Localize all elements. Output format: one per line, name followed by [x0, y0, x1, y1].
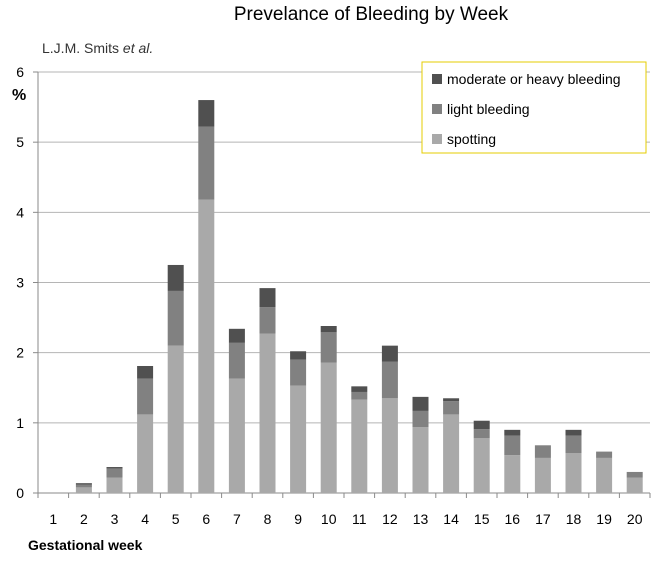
bar-light-bleeding [443, 401, 460, 415]
bar-light-bleeding [504, 435, 521, 456]
bar-light-bleeding [320, 332, 337, 363]
bar-light-bleeding [137, 378, 154, 415]
bar-spotting [75, 487, 92, 493]
chart-attribution: L.J.M. Smits et al. [42, 40, 153, 56]
bar-moderate-or-heavy-bleeding [443, 398, 460, 402]
bar-light-bleeding [596, 451, 613, 458]
legend-label: light bleeding [447, 101, 530, 117]
bar-spotting [534, 457, 551, 493]
bar-light-bleeding [167, 290, 184, 346]
y-axis-label: % [12, 87, 26, 104]
x-axis-ticks: 1 2 3 4 5 6 7 8 9 10 11 12 13 14 15 16 17 18 19 20 [49, 511, 642, 527]
legend-label: moderate or heavy bleeding [447, 71, 621, 87]
legend-swatch [432, 134, 442, 144]
y-tick-label: 1 [16, 415, 24, 431]
bar-light-bleeding [412, 410, 429, 428]
bar-moderate-or-heavy-bleeding [565, 429, 582, 436]
bar-moderate-or-heavy-bleeding [504, 429, 521, 436]
x-tick-label: 10 [321, 511, 337, 527]
y-tick-label: 3 [16, 275, 24, 291]
bar-spotting [443, 414, 460, 493]
x-tick-label: 19 [596, 511, 612, 527]
bar-light-bleeding [473, 429, 490, 439]
bar-light-bleeding [198, 126, 215, 200]
x-tick-label: 17 [535, 511, 551, 527]
bar-moderate-or-heavy-bleeding [351, 386, 368, 392]
x-tick-label: 20 [627, 511, 643, 527]
bar-moderate-or-heavy-bleeding [259, 288, 276, 308]
x-tick-label: 11 [352, 511, 367, 527]
y-tick-label: 4 [16, 204, 24, 220]
x-axis-label: Gestational week [28, 537, 143, 553]
x-tick-label: 5 [172, 511, 180, 527]
bar-moderate-or-heavy-bleeding [75, 483, 92, 485]
bar-spotting [412, 427, 429, 493]
bar-spotting [381, 398, 398, 493]
y-tick-label: 5 [16, 134, 24, 150]
bar-light-bleeding [534, 445, 551, 458]
bar-moderate-or-heavy-bleeding [228, 328, 245, 343]
chart-title: Prevelance of Bleeding by Week [234, 4, 509, 25]
bar-spotting [167, 345, 184, 493]
bar-light-bleeding [381, 361, 398, 399]
attribution-et-al: et al. [119, 40, 153, 56]
x-tick-label: 14 [443, 511, 459, 527]
bar-light-bleeding [106, 468, 123, 478]
x-tick-label: 1 [49, 511, 57, 527]
x-tick-label: 4 [141, 511, 149, 527]
bar-spotting [198, 199, 215, 493]
bar-light-bleeding [565, 435, 582, 454]
bar-spotting [596, 457, 613, 493]
bar-spotting [626, 477, 643, 493]
legend-box [421, 61, 647, 154]
bar-spotting [565, 453, 582, 493]
bar-light-bleeding [259, 307, 276, 334]
bar-moderate-or-heavy-bleeding [167, 264, 184, 291]
legend: moderate or heavy bleeding light bleeding… [421, 61, 647, 154]
y-tick-label: 0 [16, 485, 24, 501]
bar-spotting [473, 438, 490, 493]
x-tick-label: 3 [111, 511, 119, 527]
bar-moderate-or-heavy-bleeding [320, 326, 337, 333]
bar-spotting [228, 378, 245, 493]
bar-spotting [106, 477, 123, 493]
bar-moderate-or-heavy-bleeding [106, 467, 123, 469]
x-tick-label: 6 [202, 511, 210, 527]
bar-spotting [137, 414, 154, 493]
bar-spotting [504, 455, 521, 493]
y-axis-ticks: 0 1 2 3 4 5 6 [16, 64, 24, 501]
y-tick-label: 6 [16, 64, 24, 80]
x-tick-label: 8 [264, 511, 272, 527]
bar-moderate-or-heavy-bleeding [381, 345, 398, 362]
x-tick-label: 9 [294, 511, 302, 527]
bar-moderate-or-heavy-bleeding [137, 365, 154, 379]
bar-spotting [320, 362, 337, 493]
x-tick-label: 18 [566, 511, 582, 527]
x-tick-label: 2 [80, 511, 88, 527]
x-tick-label: 16 [505, 511, 521, 527]
x-tick-label: 15 [474, 511, 490, 527]
x-tick-label: 13 [413, 511, 429, 527]
x-tick-label: 12 [382, 511, 398, 527]
bars [75, 100, 643, 493]
bar-moderate-or-heavy-bleeding [198, 100, 215, 127]
bar-light-bleeding [75, 484, 92, 488]
bar-moderate-or-heavy-bleeding [412, 396, 429, 411]
bar-moderate-or-heavy-bleeding [290, 351, 307, 360]
legend-swatch [432, 104, 442, 114]
bar-light-bleeding [228, 342, 245, 379]
bar-spotting [259, 333, 276, 493]
y-tick-label: 2 [16, 345, 24, 361]
bar-spotting [351, 399, 368, 493]
bar-light-bleeding [626, 471, 643, 478]
bar-light-bleeding [290, 359, 307, 386]
bar-light-bleeding [351, 391, 368, 400]
bar-moderate-or-heavy-bleeding [473, 420, 490, 430]
bar-spotting [290, 385, 307, 493]
attribution-authors: L.J.M. Smits [42, 40, 119, 56]
legend-swatch [432, 74, 442, 84]
legend-label: spotting [447, 131, 496, 147]
x-tick-label: 7 [233, 511, 241, 527]
